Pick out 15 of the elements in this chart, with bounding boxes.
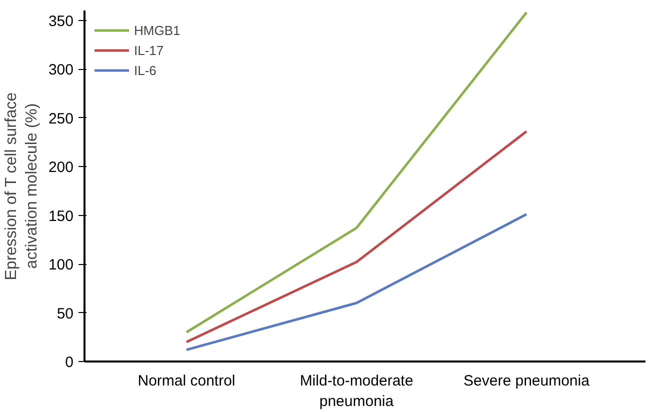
- y-tick-label: 50: [56, 305, 74, 322]
- legend-label: IL-6: [134, 62, 156, 78]
- y-tick-label: 200: [48, 159, 74, 176]
- y-axis-title: Epression of T cell surface activation molecule (%): [3, 92, 40, 280]
- y-tick-label: 300: [48, 62, 74, 78]
- legend-label: HMGB1: [134, 22, 180, 38]
- x-tick-label: Normal control: [138, 372, 236, 390]
- y-tick-label: 150: [48, 208, 74, 225]
- legend-label: IL-17: [134, 42, 164, 58]
- y-tick-label: 100: [48, 256, 74, 274]
- x-tick-label: Mild-to-moderate pneumonia: [300, 372, 414, 410]
- y-tick-label: 350: [48, 12, 74, 30]
- y-tick-label: 0: [65, 354, 74, 371]
- y-tick-label: 250: [48, 110, 74, 128]
- x-tick-label: Severe pneumonia: [464, 372, 590, 390]
